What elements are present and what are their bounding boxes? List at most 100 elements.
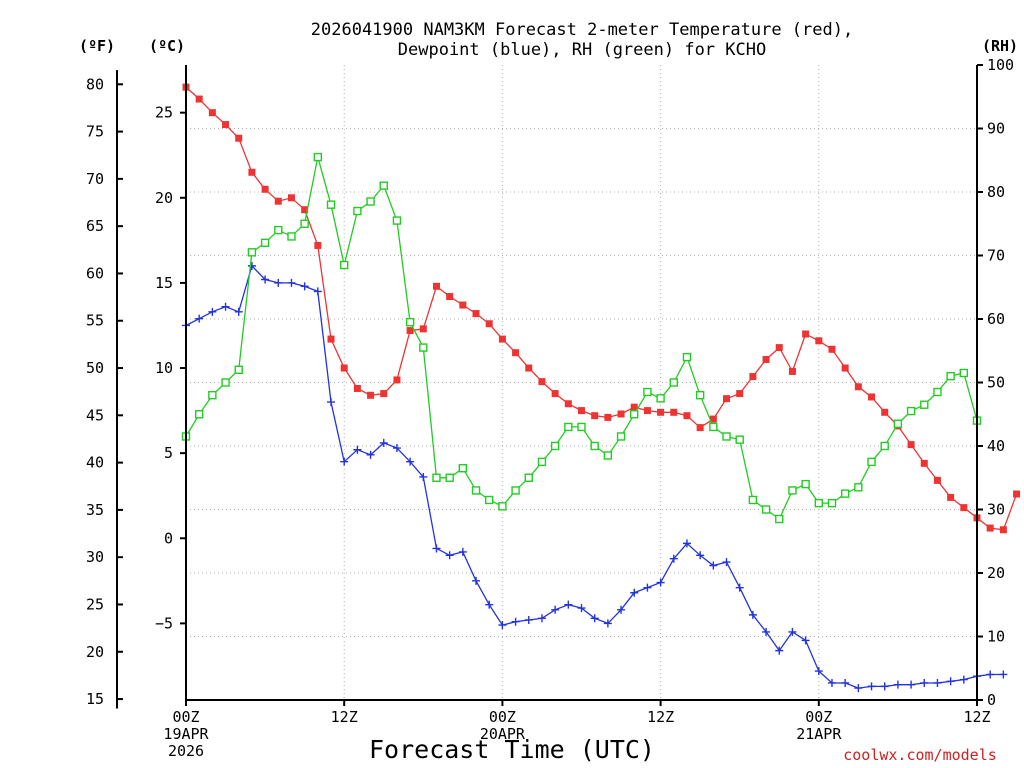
fahrenheit-tick-label: 80 bbox=[86, 75, 104, 93]
temperature-point bbox=[446, 293, 454, 301]
dewpoint-point bbox=[221, 302, 230, 311]
rh-point bbox=[353, 206, 362, 216]
rh-point bbox=[445, 473, 454, 482]
x-tick-label: 12Z bbox=[647, 708, 674, 726]
rh-point bbox=[906, 406, 916, 416]
x-tick-label: 00Z bbox=[172, 708, 199, 726]
temperature-point bbox=[960, 504, 968, 512]
rh-point bbox=[827, 498, 837, 508]
temperature-line bbox=[185, 86, 1018, 531]
rh-point bbox=[867, 457, 876, 467]
temperature-point bbox=[986, 524, 994, 532]
dewpoint-point bbox=[419, 472, 428, 481]
x-tick-label: 12Z bbox=[963, 708, 990, 726]
rh-point bbox=[340, 260, 349, 270]
rh-point bbox=[419, 343, 428, 352]
rh-point bbox=[221, 378, 230, 387]
temperature-point bbox=[287, 194, 295, 202]
rh-point bbox=[669, 378, 678, 387]
temperature-point bbox=[406, 327, 414, 335]
rh-point bbox=[722, 432, 731, 441]
dewpoint-point bbox=[537, 614, 546, 623]
fahrenheit-tick-label: 65 bbox=[86, 217, 104, 235]
x-tick-label: 2026 bbox=[168, 742, 204, 760]
dewpoint-point bbox=[234, 307, 243, 316]
rh-point bbox=[959, 368, 969, 378]
fahrenheit-tick-label: 20 bbox=[86, 643, 104, 661]
rh-unit-label: (RH) bbox=[982, 37, 1018, 55]
fahrenheit-tick-label: 45 bbox=[86, 406, 104, 424]
source-credit: coolwx.com/models bbox=[843, 746, 997, 764]
dewpoint-point bbox=[669, 554, 678, 563]
dewpoint-point bbox=[432, 544, 441, 553]
celsius-tick-label: 5 bbox=[164, 444, 173, 462]
dewpoint-point bbox=[261, 275, 270, 284]
fahrenheit-tick-label: 30 bbox=[86, 548, 104, 566]
rh-point bbox=[405, 317, 415, 327]
temperature-point bbox=[683, 412, 691, 420]
fahrenheit-tick-label: 50 bbox=[86, 359, 104, 377]
temperature-point bbox=[195, 95, 203, 103]
rh-point bbox=[432, 473, 441, 482]
dewpoint-point bbox=[748, 610, 757, 619]
temperature-point bbox=[432, 282, 440, 290]
rh-tick-label: 30 bbox=[987, 501, 1005, 519]
temperature-point bbox=[841, 364, 849, 372]
temperature-point bbox=[367, 391, 375, 399]
dewpoint-point bbox=[327, 398, 336, 407]
dewpoint-point bbox=[300, 282, 309, 291]
celsius-tick-label: 20 bbox=[155, 189, 173, 207]
fahrenheit-unit-label: (ºF) bbox=[79, 37, 115, 55]
dewpoint-point bbox=[353, 445, 362, 454]
rh-point bbox=[933, 387, 942, 397]
dewpoint-point bbox=[511, 617, 520, 626]
temperature-point bbox=[775, 344, 783, 352]
temperature-point bbox=[314, 241, 322, 249]
dewpoint-point bbox=[208, 307, 217, 316]
dewpoint-point bbox=[682, 539, 691, 548]
temperature-point bbox=[696, 424, 704, 432]
dewpoint-point bbox=[195, 314, 204, 323]
dewpoint-point bbox=[854, 684, 863, 693]
dewpoint-point bbox=[458, 547, 467, 556]
dewpoint-point bbox=[630, 588, 639, 597]
temperature-point bbox=[261, 185, 269, 193]
rh-point bbox=[616, 432, 626, 441]
rh-point bbox=[695, 391, 705, 400]
rh-point bbox=[300, 219, 309, 228]
temperature-point bbox=[749, 373, 757, 381]
dewpoint-point bbox=[406, 457, 415, 466]
temperature-point bbox=[340, 364, 348, 372]
temperature-point bbox=[933, 476, 941, 484]
dewpoint-point bbox=[709, 561, 718, 570]
rh-point bbox=[564, 422, 573, 432]
temperature-point bbox=[828, 345, 836, 353]
temperature-point bbox=[248, 168, 256, 176]
temperature-point bbox=[630, 403, 638, 411]
temperature-point bbox=[327, 335, 335, 343]
temperature-point bbox=[947, 493, 955, 501]
rh-point bbox=[893, 419, 903, 428]
temperature-point bbox=[564, 400, 572, 408]
temperature-point bbox=[604, 413, 612, 421]
rh-point bbox=[920, 400, 929, 409]
temperature-point bbox=[920, 459, 928, 467]
dewpoint-point bbox=[577, 604, 586, 613]
x-tick-label: 19APR bbox=[163, 725, 209, 743]
temperature-point bbox=[208, 109, 216, 117]
dewpoint-point bbox=[643, 583, 652, 592]
rh-tick-label: 90 bbox=[987, 120, 1005, 138]
rh-point bbox=[748, 495, 758, 505]
celsius-tick-label: −5 bbox=[155, 614, 173, 632]
temperature-series bbox=[182, 83, 1021, 534]
temperature-point bbox=[380, 390, 388, 398]
dewpoint-point bbox=[801, 636, 810, 645]
temperature-point bbox=[551, 390, 559, 398]
dewpoint-point bbox=[524, 615, 533, 624]
rh-point bbox=[208, 391, 217, 400]
dewpoint-point bbox=[656, 578, 665, 587]
dewpoint-point bbox=[313, 287, 322, 296]
dewpoint-point bbox=[946, 677, 955, 686]
temperature-point bbox=[881, 408, 889, 416]
